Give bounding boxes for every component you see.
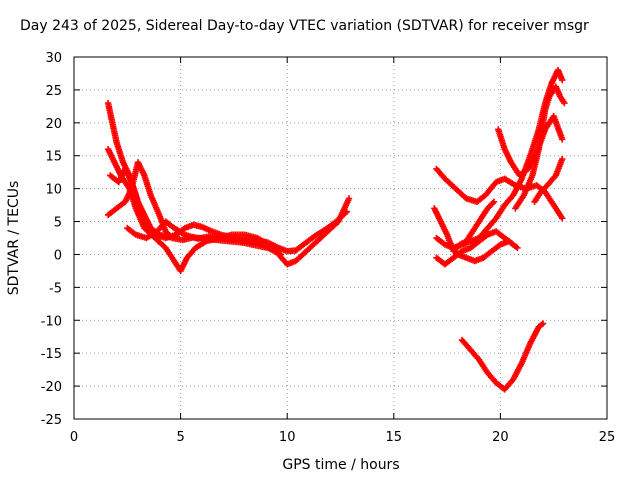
y-tick-label: -10 xyxy=(41,314,62,329)
y-tick-label: 20 xyxy=(45,117,62,132)
x-tick-label: 10 xyxy=(279,430,296,445)
y-tick-label: 0 xyxy=(54,248,62,263)
y-tick-label: 5 xyxy=(54,216,62,231)
x-tick-label: 25 xyxy=(599,430,616,445)
data-point xyxy=(490,198,498,205)
x-axis-label: GPS time / hours xyxy=(282,457,400,473)
data-point xyxy=(271,245,278,253)
y-tick-label: -20 xyxy=(41,380,62,395)
data-point xyxy=(166,234,174,241)
data-point xyxy=(559,215,566,222)
data-point xyxy=(489,199,496,207)
x-tick-label: 5 xyxy=(176,430,184,445)
data-point xyxy=(559,76,566,84)
data-markers xyxy=(104,66,568,393)
data-point xyxy=(561,99,568,107)
grid-lines xyxy=(74,57,607,419)
data-point xyxy=(559,155,566,163)
x-tick-label: 0 xyxy=(70,430,78,445)
data-series-10 xyxy=(446,238,521,265)
plot-frame xyxy=(73,56,608,420)
y-tick-label: 30 xyxy=(45,51,62,66)
y-tick-label: -5 xyxy=(49,281,62,296)
axis-ticks: 0 5 10 15 20 25 -25 -20 -15 -10 -5 0 5 10 15 20 25 30 xyxy=(41,51,616,445)
data-point xyxy=(345,195,353,202)
data-series-13 xyxy=(531,155,566,205)
chart-title: Day 243 of 2025, Sidereal Day-to-day VTE… xyxy=(20,18,589,34)
data-series-5 xyxy=(107,165,174,241)
data-point xyxy=(514,244,521,252)
data-series-14 xyxy=(458,320,547,393)
data-series-4 xyxy=(124,218,278,253)
y-tick-label: 25 xyxy=(45,84,62,99)
x-tick-label: 20 xyxy=(492,430,509,445)
data-series-8 xyxy=(431,198,498,255)
x-tick-label: 15 xyxy=(386,430,403,445)
data-series-6 xyxy=(433,165,566,222)
data-point xyxy=(539,320,547,327)
y-tick-label: 15 xyxy=(45,150,62,165)
y-tick-label: 10 xyxy=(45,183,62,198)
data-series-12 xyxy=(512,83,568,212)
data-point xyxy=(559,136,566,143)
data-series-9 xyxy=(433,228,517,268)
y-tick-label: -15 xyxy=(41,347,62,362)
data-point xyxy=(277,251,285,258)
data-series-1 xyxy=(104,99,351,255)
y-tick-label: -25 xyxy=(41,413,62,428)
data-series-7 xyxy=(433,66,566,252)
